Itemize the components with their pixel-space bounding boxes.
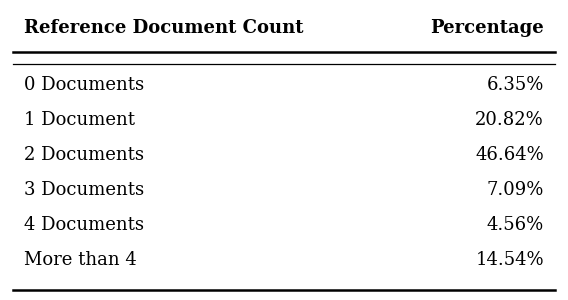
Text: 3 Documents: 3 Documents (24, 181, 144, 199)
Text: 6.35%: 6.35% (487, 76, 544, 94)
Text: 1 Document: 1 Document (24, 111, 135, 129)
Text: Reference Document Count: Reference Document Count (24, 19, 303, 37)
Text: 20.82%: 20.82% (475, 111, 544, 129)
Text: 2 Documents: 2 Documents (24, 146, 144, 164)
Text: 4 Documents: 4 Documents (24, 216, 144, 234)
Text: Percentage: Percentage (430, 19, 544, 37)
Text: 14.54%: 14.54% (475, 251, 544, 269)
Text: 0 Documents: 0 Documents (24, 76, 144, 94)
Text: More than 4: More than 4 (24, 251, 137, 269)
Text: 4.56%: 4.56% (487, 216, 544, 234)
Text: 7.09%: 7.09% (487, 181, 544, 199)
Text: 46.64%: 46.64% (475, 146, 544, 164)
